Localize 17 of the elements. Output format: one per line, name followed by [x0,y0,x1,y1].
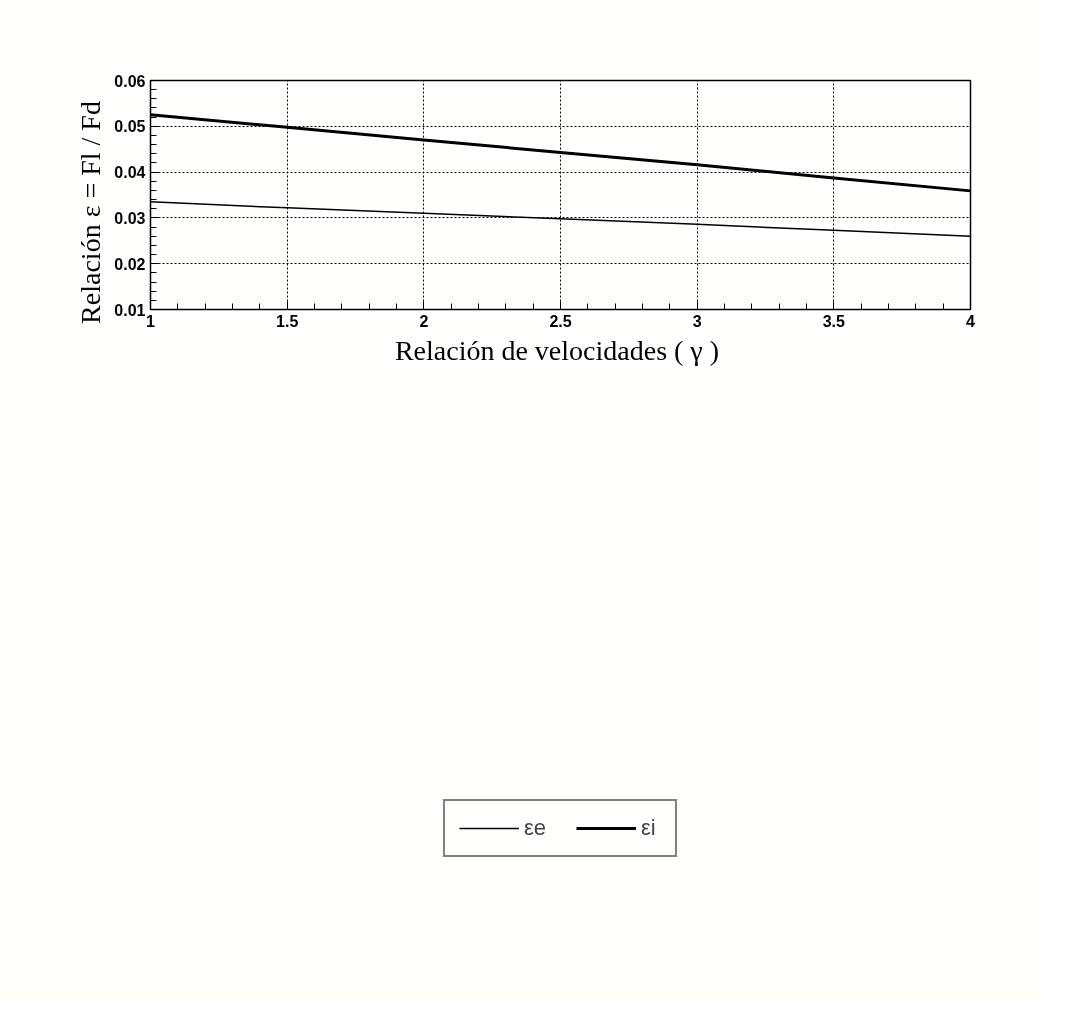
legend-label: εe [523,814,547,841]
y-tick-label: 0.06 [114,72,146,90]
x-tick-label: 2.5 [549,312,572,330]
legend-label: εi [641,814,657,841]
x-tick-label: 3 [692,312,702,330]
y-tick-label: 0.04 [114,164,146,182]
y-tick-label: 0.01 [114,301,146,319]
y-tick-label: 0.05 [114,118,146,136]
x-tick-label: 3.5 [822,312,846,330]
y-tick-label: 0.03 [114,209,146,227]
x-tick-label: 2 [419,312,429,330]
x-tick-label: 1.5 [276,312,299,330]
y-tick-label: 0.02 [114,255,146,273]
x-tick-label: 1 [146,312,156,330]
x-tick-label: 4 [966,312,976,330]
y-axis-title: Relación ε = Fl / Fd [75,101,107,324]
x-axis-title: Relación de velocidades ( γ ) [394,334,720,366]
